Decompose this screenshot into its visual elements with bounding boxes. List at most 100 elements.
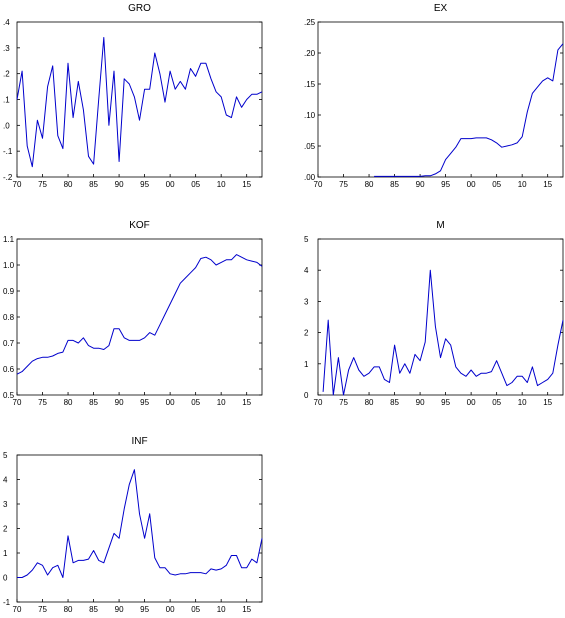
- data-point: [261, 538, 262, 539]
- data-point: [445, 159, 446, 160]
- y-tick-label: .25: [304, 18, 316, 27]
- chart-title: KOF: [129, 220, 150, 231]
- data-point: [73, 562, 74, 563]
- data-point: [246, 259, 247, 260]
- data-point: [236, 555, 237, 556]
- data-point: [175, 574, 176, 575]
- x-tick-label: 70: [13, 180, 22, 189]
- data-point: [22, 71, 23, 72]
- data-point: [231, 117, 232, 118]
- x-tick-label: 10: [217, 180, 226, 189]
- data-point: [256, 262, 257, 263]
- data-point: [180, 573, 181, 574]
- data-point: [389, 382, 390, 383]
- x-tick-label: 15: [242, 180, 251, 189]
- data-point: [164, 314, 165, 315]
- data-point: [103, 349, 104, 350]
- data-point: [190, 272, 191, 273]
- data-point: [16, 99, 17, 100]
- data-point: [93, 348, 94, 349]
- data-point: [368, 373, 369, 374]
- series-line-gro: [16, 37, 263, 168]
- data-point: [348, 369, 349, 370]
- x-tick-label: 95: [140, 605, 149, 614]
- data-point: [251, 559, 252, 560]
- x-tick-label: 75: [339, 180, 348, 189]
- x-tick-label: 70: [13, 398, 22, 407]
- data-point: [16, 577, 17, 578]
- y-tick-label: 3: [3, 500, 8, 509]
- data-point: [185, 89, 186, 90]
- x-tick-label: 95: [140, 398, 149, 407]
- y-tick-label: .15: [304, 80, 316, 89]
- x-tick-label: 10: [217, 398, 226, 407]
- data-point: [374, 176, 375, 177]
- x-tick-label: 85: [390, 180, 399, 189]
- y-tick-label: 5: [3, 451, 8, 460]
- y-tick-label: 1.0: [3, 261, 15, 270]
- y-tick-label: .3: [3, 44, 10, 53]
- data-point: [119, 161, 120, 162]
- y-tick-label: .05: [304, 142, 316, 151]
- data-point: [16, 374, 17, 375]
- data-point: [73, 117, 74, 118]
- series-line-ex: [374, 43, 564, 177]
- data-point: [113, 328, 114, 329]
- data-point: [37, 120, 38, 121]
- data-point: [496, 142, 497, 143]
- data-point: [42, 565, 43, 566]
- data-point: [98, 99, 99, 100]
- x-tick-label: 80: [64, 398, 73, 407]
- y-tick-label: 5: [304, 235, 309, 244]
- x-tick-label: 80: [365, 398, 374, 407]
- data-point: [404, 176, 405, 177]
- data-point: [404, 363, 405, 364]
- x-tick-label: 80: [64, 605, 73, 614]
- data-point: [221, 568, 222, 569]
- plot-frame: [317, 238, 564, 396]
- data-point: [511, 144, 512, 145]
- y-tick-label: 3: [304, 297, 309, 306]
- x-tick-label: 05: [492, 180, 501, 189]
- y-tick-label: -1: [3, 598, 11, 607]
- data-point: [62, 577, 63, 578]
- data-point: [246, 567, 247, 568]
- data-point: [226, 565, 227, 566]
- data-point: [323, 391, 324, 392]
- data-point: [164, 567, 165, 568]
- data-point: [216, 264, 217, 265]
- data-point: [261, 266, 262, 267]
- x-tick-label: 70: [314, 180, 323, 189]
- data-point: [200, 258, 201, 259]
- data-point: [450, 153, 451, 154]
- data-point: [124, 508, 125, 509]
- data-point: [537, 385, 538, 386]
- x-tick-label: 75: [38, 605, 47, 614]
- data-point: [430, 175, 431, 176]
- data-point: [129, 83, 130, 84]
- y-tick-label: -.1: [3, 147, 13, 156]
- chart-title: INF: [131, 436, 147, 447]
- data-point: [62, 352, 63, 353]
- data-point: [129, 484, 130, 485]
- x-tick-label: 15: [242, 398, 251, 407]
- series-line-inf: [17, 469, 263, 578]
- data-point: [256, 94, 257, 95]
- x-tick-label: 70: [314, 398, 323, 407]
- data-point: [170, 71, 171, 72]
- x-tick-label: 70: [13, 605, 22, 614]
- data-point: [440, 357, 441, 358]
- x-tick-label: 15: [543, 398, 552, 407]
- data-point: [180, 283, 181, 284]
- data-point: [88, 156, 89, 157]
- y-tick-label: 0.7: [3, 339, 15, 348]
- y-tick-label: 0: [3, 574, 8, 583]
- data-point: [47, 574, 48, 575]
- series-line-kof: [16, 254, 263, 375]
- data-point: [465, 138, 466, 139]
- data-point: [175, 293, 176, 294]
- data-point: [164, 102, 165, 103]
- data-point: [149, 89, 150, 90]
- data-point: [124, 337, 125, 338]
